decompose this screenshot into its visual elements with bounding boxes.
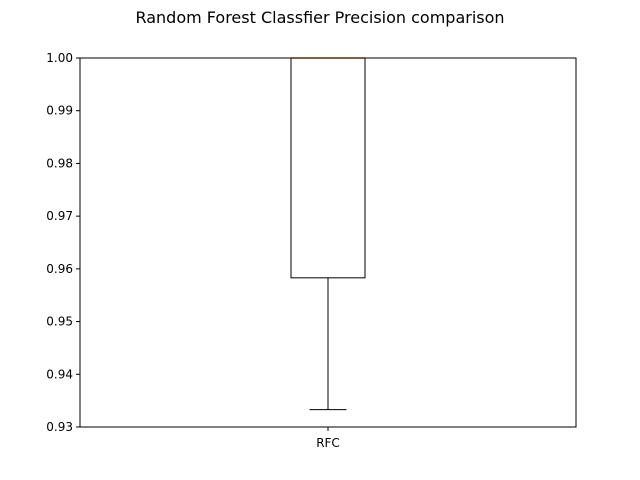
y-tick-label: 0.97	[46, 209, 73, 223]
y-tick-label: 1.00	[46, 51, 73, 65]
y-tick-label: 0.98	[46, 156, 73, 170]
x-tick-label: RFC	[316, 436, 340, 450]
y-tick-label: 0.94	[46, 367, 73, 381]
chart-title: Random Forest Classfier Precision compar…	[135, 8, 505, 27]
y-tick-label: 0.95	[46, 315, 73, 329]
y-tick-label: 0.96	[46, 262, 73, 276]
y-tick-label: 0.99	[46, 104, 73, 118]
y-tick-label: 0.93	[46, 420, 73, 434]
axes-frame	[79, 57, 577, 428]
box-iqr	[290, 57, 366, 279]
